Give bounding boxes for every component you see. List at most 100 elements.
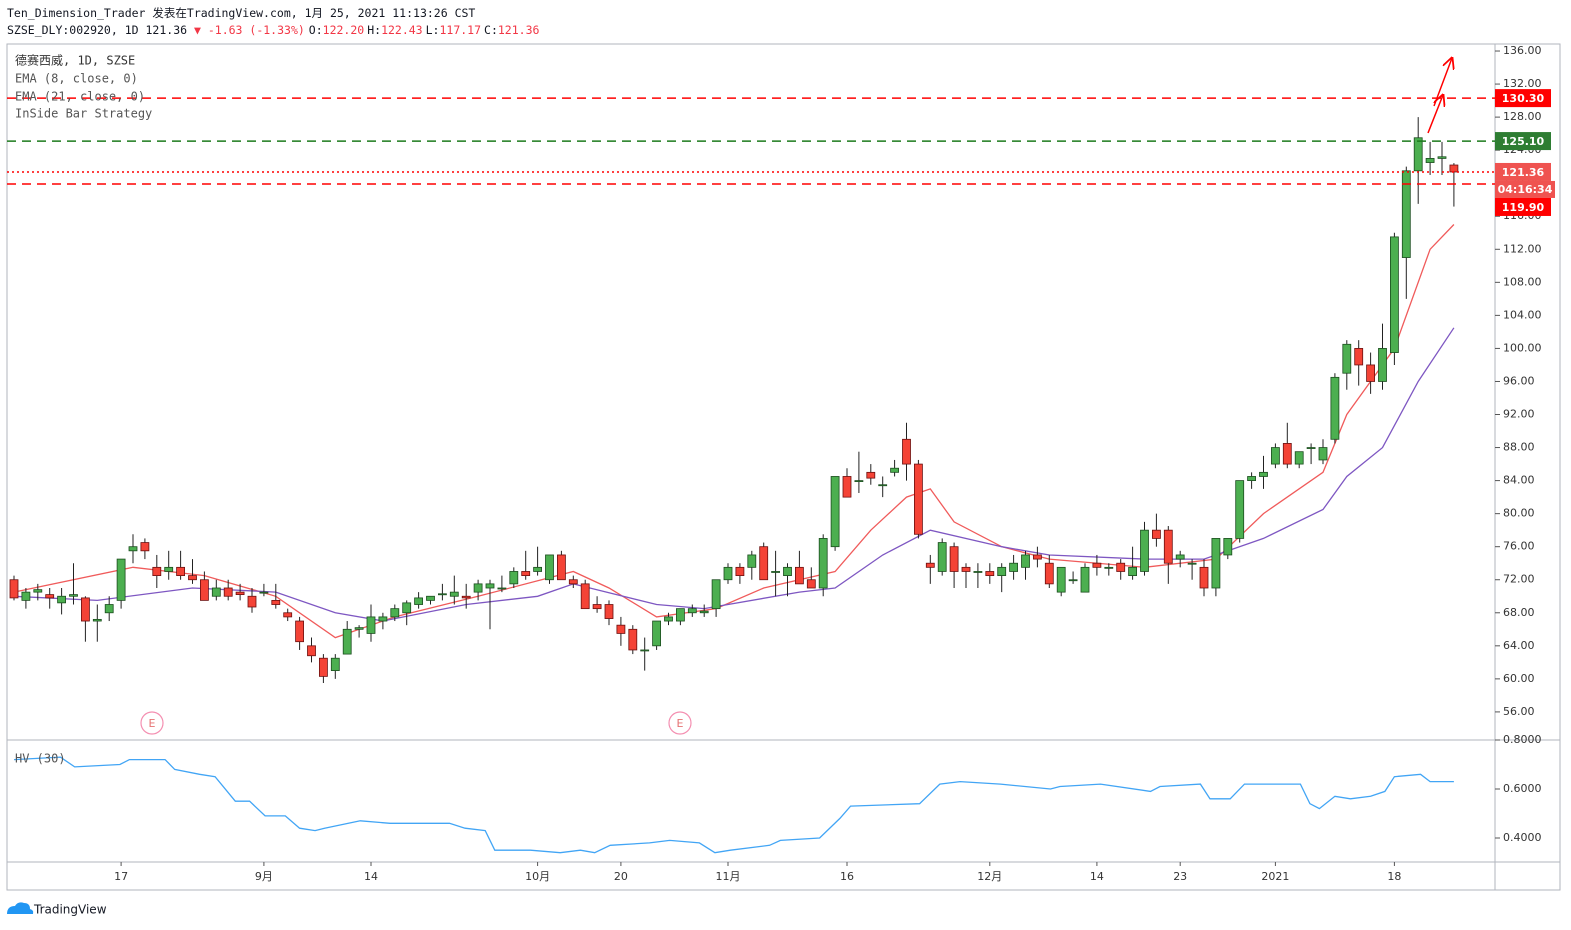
candle-body xyxy=(1152,529,1161,539)
candle-body xyxy=(307,645,316,657)
candle-body xyxy=(747,554,757,568)
x-tick-label: 17 xyxy=(114,870,128,883)
x-tick-label: 14 xyxy=(364,870,378,883)
candle-body xyxy=(485,583,495,589)
y-tick-label: 60.00 xyxy=(1503,672,1535,685)
candle-body xyxy=(580,583,590,610)
x-tick-label: 2021 xyxy=(1261,870,1289,883)
candle-body xyxy=(1140,529,1149,572)
candle-body xyxy=(1235,480,1245,539)
legend-ema8: EMA (8, close, 0) xyxy=(15,72,138,86)
candle-body xyxy=(1318,447,1328,461)
x-tick-label: 23 xyxy=(1173,870,1187,883)
candle-body xyxy=(1187,562,1197,565)
candle-body xyxy=(57,595,66,604)
candle-body xyxy=(509,571,519,585)
candle-body xyxy=(806,579,816,589)
candle-body xyxy=(92,618,102,622)
event-marker xyxy=(668,711,692,735)
candle-body xyxy=(390,608,400,618)
candle-body xyxy=(533,566,542,572)
candle-body xyxy=(949,546,959,572)
candle-body xyxy=(854,480,864,483)
candle-body xyxy=(426,595,435,601)
candle-body xyxy=(199,579,209,601)
y-tick-label: 96.00 xyxy=(1503,374,1535,387)
candle-body xyxy=(437,593,447,596)
price-badge-label: 121.36 xyxy=(1502,166,1545,179)
candle-body xyxy=(235,591,245,596)
candle-body xyxy=(818,538,828,589)
candle-body xyxy=(687,608,697,614)
candle-body xyxy=(128,546,138,552)
candle-body xyxy=(259,591,269,594)
ohlc-label: C: xyxy=(484,23,498,37)
y-tick-label: 112.00 xyxy=(1503,242,1542,255)
ohlc-value: 121.36 xyxy=(497,23,540,37)
y-tick-label: 132.00 xyxy=(1503,77,1542,90)
candle-body xyxy=(628,628,638,651)
axes: 56.00 60.00 64.00 68.00 72.00 76.00 80.00 84.00… xyxy=(114,44,1555,883)
candle-body xyxy=(342,628,352,655)
price-badge-label: 119.90 xyxy=(1502,201,1545,214)
y-tick-label: 64.00 xyxy=(1503,639,1535,652)
y-tick-label: 80.00 xyxy=(1503,507,1535,520)
candle-body xyxy=(1282,443,1292,465)
change: -1.63 (-1.33%) xyxy=(207,23,305,37)
legend-title: 德赛西威, 1D, SZSE xyxy=(15,53,135,68)
candle-body xyxy=(81,597,90,622)
candle-body xyxy=(1390,236,1399,353)
y-tick-label: 136.00 xyxy=(1503,44,1542,57)
ohlc-label: H: xyxy=(367,23,382,37)
x-tick-label: 11月 xyxy=(716,870,741,883)
legend-strategy: InSide Bar Strategy xyxy=(15,107,152,121)
candle-body xyxy=(1366,364,1375,382)
x-tick-label: 9月 xyxy=(255,870,273,883)
x-tick-label: 12月 xyxy=(977,870,1002,883)
candle-body xyxy=(1413,137,1423,172)
candle-body xyxy=(1068,579,1078,582)
arrow xyxy=(1433,58,1452,107)
candle-body xyxy=(461,595,471,599)
ohlc-value: 122.43 xyxy=(381,23,423,37)
candle-body xyxy=(1330,376,1340,440)
indicator-line xyxy=(13,224,1455,639)
hv-title: HV (30) xyxy=(15,752,66,766)
y-tick-label: 108.00 xyxy=(1503,275,1542,288)
candle-body xyxy=(1247,476,1256,482)
down-arrow: ▼ xyxy=(193,23,201,37)
candle-body xyxy=(45,594,55,599)
author-line: Ten_Dimension_Trader 发表在TradingView.com,… xyxy=(7,6,476,20)
price-badge-label: 125.10 xyxy=(1502,135,1545,148)
candle-body xyxy=(1378,348,1387,382)
candle-body xyxy=(271,599,281,605)
candle-body xyxy=(211,587,221,597)
last-price: 121.36 xyxy=(145,23,188,37)
indicator-line xyxy=(13,756,1454,854)
y-tick-label: 56.00 xyxy=(1503,705,1535,718)
candle-body xyxy=(1294,451,1304,465)
candle-body xyxy=(699,610,709,614)
candle-body xyxy=(759,546,769,581)
candle-body xyxy=(1080,566,1090,593)
candle-body xyxy=(1009,562,1018,572)
ohlc-value: 122.20 xyxy=(322,23,365,37)
candle-body xyxy=(830,476,840,548)
indicator-line xyxy=(13,327,1455,622)
countdown-badge xyxy=(1495,180,1555,198)
candle-body xyxy=(1259,471,1268,477)
candle-body xyxy=(104,604,114,614)
symbol: SZSE_DLY:002920, 1D xyxy=(7,23,139,37)
y-tick-label: 84.00 xyxy=(1503,474,1535,487)
countdown: 04:16:34 xyxy=(1498,183,1553,196)
candle-body xyxy=(318,657,328,677)
candle-body xyxy=(295,620,305,643)
candle-body xyxy=(1223,538,1233,556)
candle-body xyxy=(711,579,721,610)
x-tick-label: 20 xyxy=(614,870,628,883)
candle-body xyxy=(652,620,661,647)
candle-body xyxy=(176,566,186,577)
candle-body xyxy=(914,463,923,535)
candle-body xyxy=(1425,158,1435,163)
candle-body xyxy=(842,476,852,498)
